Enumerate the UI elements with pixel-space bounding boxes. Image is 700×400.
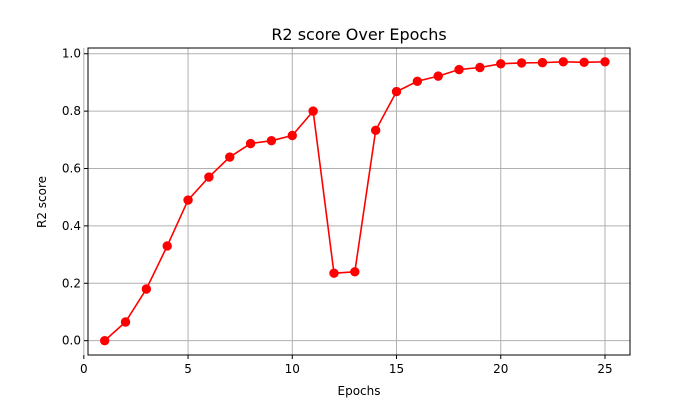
y-tick-label: 0.4 [62, 219, 81, 233]
data-point [266, 135, 277, 146]
data-point [370, 125, 381, 136]
data-point [99, 335, 110, 346]
x-tick-label: 0 [80, 362, 88, 376]
x-tick-label: 10 [285, 362, 300, 376]
data-point [225, 152, 235, 162]
ticks: 0 5 10 15 20 25 0.0 0.2 0.4 0.6 0.8 1.0 [62, 47, 613, 376]
data-point [433, 71, 443, 81]
data-point [454, 64, 464, 75]
data-point [475, 62, 485, 73]
data-point [287, 130, 297, 141]
data-point [204, 172, 214, 182]
y-axis-label: R2 score [35, 176, 49, 228]
x-tick-label: 25 [597, 362, 612, 376]
data-point [183, 195, 193, 205]
plot-frame [87, 47, 631, 356]
data-point [537, 57, 548, 68]
series-layer [99, 57, 610, 346]
data-point [162, 241, 172, 251]
y-tick-label: 0.8 [62, 104, 81, 118]
x-axis-label: Epochs [338, 384, 381, 398]
chart-title: R2 score Over Epochs [271, 25, 446, 44]
data-point [496, 59, 506, 69]
data-point [579, 57, 589, 68]
x-tick-label: 5 [184, 362, 192, 376]
data-point [600, 57, 610, 67]
y-tick-label: 0.0 [62, 334, 81, 348]
x-tick-label: 15 [389, 362, 404, 376]
data-point [141, 284, 152, 294]
data-point [412, 76, 423, 86]
data-point [329, 268, 339, 278]
y-tick-label: 0.6 [62, 162, 81, 176]
y-tick-label: 1.0 [62, 47, 81, 61]
x-tick-label: 20 [493, 362, 508, 376]
data-point [120, 317, 131, 327]
data-point [516, 58, 527, 68]
data-point [350, 267, 360, 277]
y-tick-label: 0.2 [62, 276, 81, 290]
data-point [308, 106, 318, 116]
data-point [391, 86, 402, 97]
data-point [245, 138, 256, 149]
data-point [558, 57, 568, 67]
grid [83, 48, 630, 355]
